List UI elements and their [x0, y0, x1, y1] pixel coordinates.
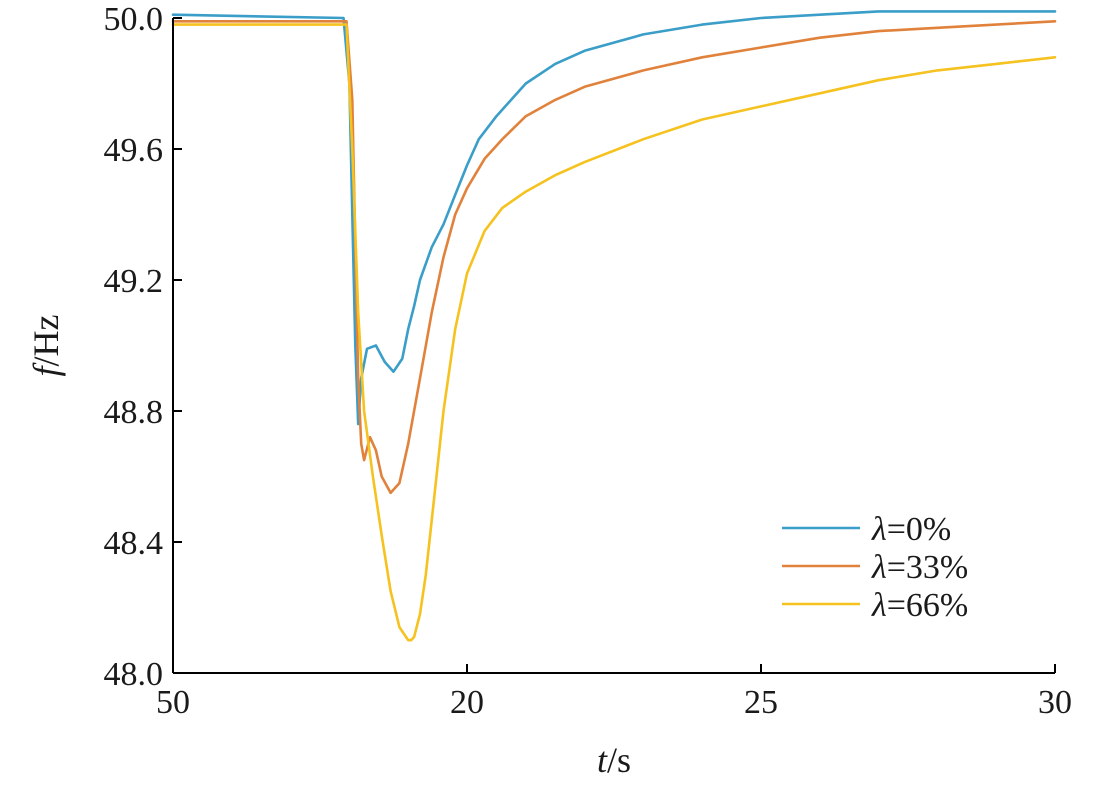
y-tick-label: 48.8 [104, 394, 164, 431]
x-axis-title: t/s [597, 740, 631, 780]
x-tick-label: 25 [744, 684, 778, 721]
y-axis-title: f/Hz [26, 315, 66, 377]
y-tick-label: 50.0 [104, 1, 164, 38]
series-layer [171, 10, 1057, 642]
x-tick-label: 20 [450, 684, 484, 721]
legend: λ=0%λ=33%λ=66% [782, 511, 968, 624]
y-tick-label: 48.0 [104, 656, 164, 693]
legend-label-2: λ=33% [871, 549, 968, 586]
y-tick-label: 48.4 [104, 525, 164, 562]
series-line-3 [171, 23, 1057, 642]
legend-label-1: λ=0% [871, 511, 951, 548]
x-tick-label: 30 [1038, 684, 1072, 721]
axes-layer: 48.0 48.4 48.8 49.2 49.6 50.0 50 20 25 30 t/s f/Hz [26, 1, 1072, 780]
y-tick-label: 49.2 [104, 263, 164, 300]
legend-label-3: λ=66% [871, 587, 968, 624]
x-tick-label: 50 [156, 684, 190, 721]
y-tick-label: 49.6 [104, 132, 164, 169]
series-line-2 [171, 20, 1057, 495]
